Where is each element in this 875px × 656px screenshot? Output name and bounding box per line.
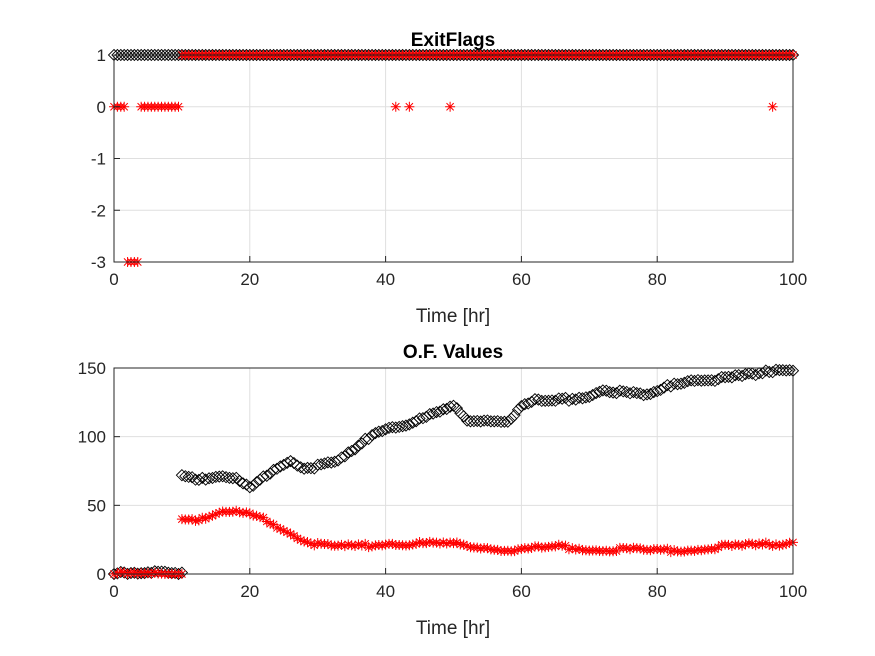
of-values-xtick-label: 0 xyxy=(109,582,118,601)
exitflags-xlabel: Time [hr] xyxy=(416,306,490,327)
of-values-ticks: 0 20 40 60 80 100 150 100 50 0 xyxy=(78,359,808,601)
of-values-ytick-label: 100 xyxy=(78,428,106,447)
of-values-ytick-label: 150 xyxy=(78,359,106,378)
exitflags-title: ExitFlags xyxy=(411,30,495,51)
of-values-xtick-label: 40 xyxy=(376,582,395,601)
exitflags-asterisk-point xyxy=(390,101,402,113)
exitflags-xtick-label: 20 xyxy=(240,270,259,289)
of-values-xtick-label: 20 xyxy=(240,582,259,601)
of-values-xtick-label: 60 xyxy=(512,582,531,601)
exitflags-ytick-label: -2 xyxy=(91,201,106,220)
of-values-xlabel: Time [hr] xyxy=(416,618,490,639)
exitflags-asterisk-point xyxy=(444,101,456,113)
exitflags-asterisk-point xyxy=(118,101,130,113)
exitflags-axes: 0 20 40 60 80 100 1 0 -1 -2 -3 ExitFlags Time [hr] xyxy=(91,30,807,327)
exitflags-asterisk-point xyxy=(767,101,779,113)
exitflags-xtick-label: 100 xyxy=(779,270,807,289)
exitflags-asterisk-point xyxy=(173,101,185,113)
exitflags-ytick-label: 1 xyxy=(97,46,106,65)
of-values-ytick-label: 0 xyxy=(97,565,106,584)
exitflags-asterisk-point xyxy=(403,101,415,113)
exitflags-ytick-label: 0 xyxy=(97,98,106,117)
exitflags-xtick-label: 0 xyxy=(109,270,118,289)
of-values-ytick-label: 50 xyxy=(87,496,106,515)
exitflags-xtick-label: 40 xyxy=(376,270,395,289)
exitflags-xtick-label: 60 xyxy=(512,270,531,289)
of-values-xtick-label: 100 xyxy=(779,582,807,601)
of-values-axes: 0 20 40 60 80 100 150 100 50 0 O.F. Values Time [… xyxy=(78,342,808,639)
exitflags-xtick-label: 80 xyxy=(648,270,667,289)
of-values-axes-box xyxy=(113,367,794,575)
exitflags-ytick-label: -1 xyxy=(91,150,106,169)
of-values-xtick-label: 80 xyxy=(648,582,667,601)
exitflags-ticks: 0 20 40 60 80 100 1 0 -1 -2 -3 xyxy=(91,46,807,289)
of-values-title: O.F. Values xyxy=(403,342,503,363)
exitflags-ytick-label: -3 xyxy=(91,253,106,272)
